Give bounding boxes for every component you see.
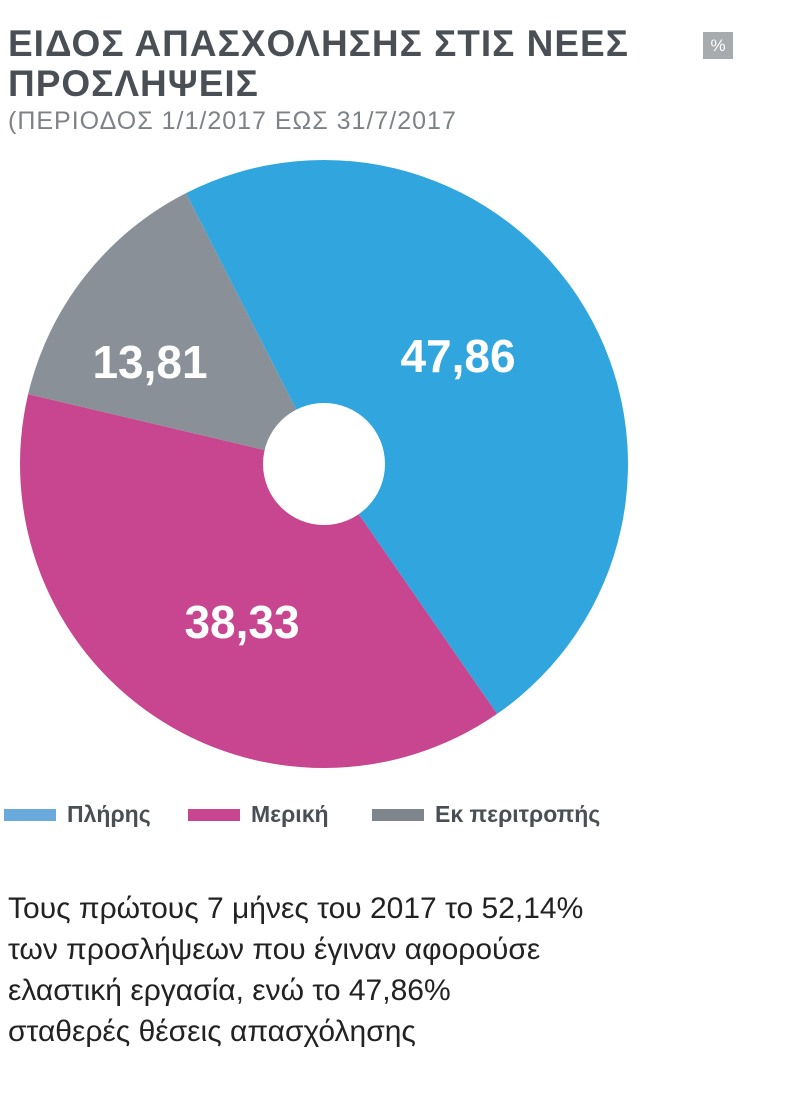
legend-swatch-part-time: [188, 809, 240, 821]
chart-title-line1: ΕΙΔΟΣ ΑΠΑΣΧΟΛΗΣΗΣ ΣΤΙΣ ΝΕΕΣ: [8, 23, 629, 64]
pie-slice-full-time: [185, 160, 628, 714]
legend-swatch-full-time: [4, 809, 56, 821]
summary-note-line: των προσλήψεων που έγιναν αφορούσε: [8, 933, 541, 966]
legend-swatch-rotational: [372, 809, 424, 821]
donut-chart: 47,86 38,33 13,81: [20, 160, 628, 769]
legend-label-rotational: Εκ περιτροπής: [435, 801, 601, 827]
chart-title-line2: ΠΡΟΣΛΗΨΕΙΣ: [8, 63, 259, 104]
pie-slice-rotational: [28, 193, 325, 464]
data-label-full-time: 47,86: [400, 330, 515, 382]
legend: Πλήρης Μερική Εκ περιτροπής: [4, 797, 724, 831]
summary-note-line: ελαστική εργασία, ενώ το 47,86%: [8, 974, 451, 1007]
donut-hole: [263, 403, 385, 525]
chart-title: ΕΙΔΟΣ ΑΠΑΣΧΟΛΗΣΗΣ ΣΤΙΣ ΝΕΕΣ ΠΡΟΣΛΗΨΕΙΣ: [8, 24, 688, 104]
chart-subtitle: (ΠΕΡΙΟΔΟΣ 1/1/2017 ΕΩΣ 31/7/2017: [8, 107, 457, 135]
data-label-part-time: 38,33: [184, 596, 299, 648]
data-label-rotational: 13,81: [92, 336, 207, 388]
summary-note: Τους πρώτους 7 μήνες του 2017 το 52,14% …: [8, 888, 748, 1052]
pie-slice-part-time: [20, 394, 498, 769]
summary-note-line: Τους πρώτους 7 μήνες του 2017 το 52,14%: [8, 892, 584, 925]
unit-badge: %: [703, 32, 733, 59]
summary-note-line: σταθερές θέσεις απασχόλησης: [8, 1015, 416, 1048]
legend-label-full-time: Πλήρης: [67, 801, 151, 827]
legend-label-part-time: Μερική: [251, 801, 329, 827]
